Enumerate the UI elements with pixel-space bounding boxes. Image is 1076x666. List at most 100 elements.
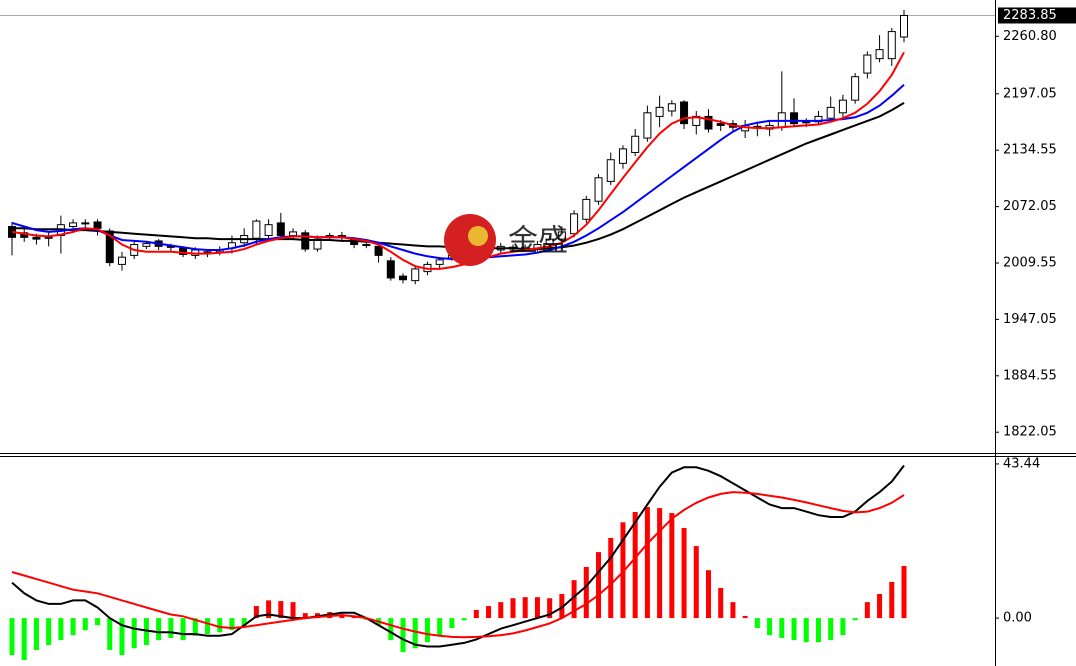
- y-tick-label: 2197.05: [1003, 86, 1057, 101]
- histogram-bar: [290, 602, 296, 619]
- macd-line: [11, 491, 905, 639]
- candle-body: [276, 222, 285, 237]
- histogram-bar: [107, 618, 113, 651]
- y-tick-label: 1947.05: [1003, 312, 1057, 327]
- histogram-bar: [58, 618, 64, 641]
- histogram-bar: [693, 546, 699, 619]
- candle-body: [93, 221, 102, 229]
- candle-body: [790, 112, 799, 125]
- candle-body: [252, 220, 261, 239]
- candle-body: [643, 112, 652, 139]
- candle-body: [264, 224, 273, 237]
- histogram-bar: [192, 618, 198, 636]
- candle-body: [289, 231, 298, 237]
- macd-line: [11, 464, 905, 648]
- candle-body: [618, 148, 627, 164]
- histogram-bar: [864, 602, 870, 619]
- y-tick-label: 2072.05: [1003, 199, 1057, 214]
- histogram-bar: [461, 618, 467, 621]
- moving-average: [11, 51, 905, 270]
- candle-body: [851, 76, 860, 101]
- candle-body: [411, 268, 420, 282]
- histogram-bar: [95, 618, 101, 626]
- last-price-box: [998, 7, 1076, 24]
- last-price-label: 2283.85: [1003, 8, 1057, 23]
- candle-body: [386, 260, 395, 279]
- histogram-bar: [486, 606, 492, 619]
- histogram-bar: [534, 597, 540, 619]
- candle-body: [399, 275, 408, 281]
- histogram-bar: [449, 618, 455, 629]
- histogram-bar: [669, 513, 675, 619]
- candle-body: [557, 231, 566, 240]
- candle-body: [117, 256, 126, 265]
- y-tick-label: 2134.55: [1003, 143, 1057, 158]
- histogram-bar: [302, 613, 308, 619]
- histogram-bar: [217, 618, 223, 633]
- histogram-bar: [70, 618, 76, 636]
- histogram-bar: [791, 618, 797, 641]
- histogram-bar: [143, 618, 149, 646]
- histogram-bar: [608, 537, 614, 619]
- histogram-bar: [583, 567, 589, 619]
- histogram-bar: [119, 618, 125, 655]
- histogram-bar: [498, 602, 504, 619]
- histogram-bar: [21, 618, 27, 660]
- candle-body: [716, 123, 725, 126]
- candle-body: [887, 31, 896, 60]
- candle-body: [582, 198, 591, 220]
- histogram-bar: [803, 618, 809, 643]
- candle-body: [838, 99, 847, 114]
- histogram-bar: [547, 598, 553, 619]
- histogram-bar: [840, 618, 846, 636]
- histogram-bar: [559, 593, 565, 619]
- histogram-bar: [522, 597, 528, 619]
- histogram-bar: [33, 618, 39, 651]
- histogram-bar: [754, 618, 760, 629]
- watermark: 金盛: [508, 224, 568, 259]
- histogram-bar: [767, 618, 773, 636]
- histogram-bar: [205, 618, 211, 635]
- candle-body: [32, 236, 41, 240]
- histogram-bar: [156, 618, 162, 641]
- histogram-bar: [901, 565, 907, 619]
- y-tick-label: 0.00: [1003, 611, 1032, 626]
- candle-body: [826, 106, 835, 119]
- candle-body: [545, 238, 554, 246]
- candle-body: [863, 54, 872, 74]
- histogram-bar: [473, 609, 479, 619]
- histogram-bar: [889, 581, 895, 619]
- histogram-bar: [852, 618, 858, 621]
- histogram-bar: [82, 618, 88, 631]
- candle-body: [435, 259, 444, 265]
- candle-body: [631, 135, 640, 154]
- candle-body: [44, 236, 53, 239]
- candle-body: [900, 14, 908, 38]
- y-tick-label: 2009.55: [1003, 256, 1057, 271]
- histogram-bar: [657, 508, 663, 619]
- histogram-bar: [9, 618, 15, 655]
- y-tick-label: 1822.05: [1003, 425, 1057, 440]
- histogram-bar: [779, 618, 785, 638]
- histogram-bar: [180, 618, 186, 641]
- histogram-bar: [718, 587, 724, 619]
- histogram-bar: [253, 606, 259, 619]
- histogram-bar: [681, 527, 687, 619]
- y-tick-label: 1884.55: [1003, 368, 1057, 383]
- candle-body: [362, 244, 371, 247]
- histogram-bar: [730, 602, 736, 619]
- watermark-logo: 金盛: [444, 214, 568, 266]
- candle-body: [594, 177, 603, 202]
- histogram-bar: [424, 618, 430, 643]
- candle-body: [142, 243, 151, 247]
- histogram-bar: [266, 600, 272, 619]
- histogram-bar: [168, 618, 174, 638]
- y-tick-label: 43.44: [1003, 456, 1040, 471]
- candle-body: [606, 159, 615, 182]
- candle-body: [374, 245, 383, 256]
- candle-body: [680, 101, 689, 125]
- histogram-bar: [632, 512, 638, 619]
- histogram-bar: [437, 618, 443, 636]
- histogram-bar: [705, 570, 711, 619]
